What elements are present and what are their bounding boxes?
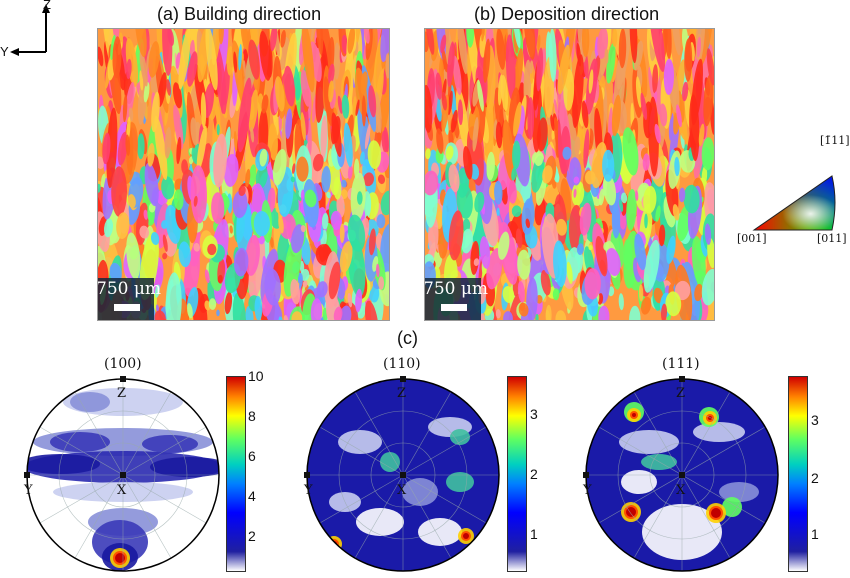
axis-triad — [10, 4, 50, 56]
colorbar-110 — [507, 376, 527, 572]
colorbar-tick: 3 — [530, 406, 538, 422]
pole-figure-100 — [24, 376, 220, 572]
panel-b-title: (b) Deposition direction — [474, 4, 660, 24]
panel-a-title: (a) Building direction — [157, 4, 322, 24]
scale-bar-label: 750 μm — [424, 279, 489, 299]
pf-label-y: Y — [24, 483, 33, 498]
colorbar-tick: 3 — [811, 412, 819, 428]
ebsd-map-deposition: 750 μm — [424, 28, 715, 321]
pole-figure-111 — [583, 376, 779, 572]
ipf-color-key — [752, 175, 836, 231]
pole-figure-111-title: (111) — [662, 356, 700, 372]
colorbar-tick: 2 — [811, 470, 819, 486]
scale-bar — [441, 304, 467, 311]
pf-label-z: Z — [117, 386, 127, 401]
pole-figure-100-title: (100) — [104, 356, 142, 372]
colorbar-tick: 10 — [248, 368, 264, 384]
ipf-label-011: [011] — [817, 232, 847, 245]
scale-bar — [114, 304, 140, 311]
colorbar-111 — [788, 376, 808, 572]
scale-bar-label: 750 μm — [97, 279, 162, 299]
axis-z-label: Z — [43, 0, 51, 12]
pf-label-x: X — [117, 483, 127, 498]
colorbar-tick: 2 — [248, 528, 256, 544]
pf-label-y: Y — [304, 483, 313, 498]
ebsd-map-building: 750 μm — [97, 28, 390, 321]
colorbar-100 — [226, 376, 246, 572]
colorbar-tick: 1 — [530, 526, 538, 542]
pf-label-x: X — [676, 483, 686, 498]
colorbar-tick: 1 — [811, 526, 819, 542]
pole-figure-110-title: (110) — [383, 356, 421, 372]
colorbar-tick: 4 — [248, 488, 256, 504]
panel-c-label: (c) — [397, 328, 418, 348]
colorbar-tick: 2 — [530, 466, 538, 482]
scale-bar-box: 750 μm — [98, 278, 161, 320]
scale-bar-box: 750 μm — [425, 278, 488, 320]
pf-label-z: Z — [676, 386, 686, 401]
pf-label-y: Y — [583, 483, 592, 498]
colorbar-tick: 8 — [248, 408, 256, 424]
ipf-label-001: [001] — [737, 232, 767, 245]
ipf-label-111: [1̄11] — [820, 134, 850, 147]
pf-label-x: X — [397, 483, 407, 498]
axis-y-label: Y — [0, 44, 9, 59]
pf-label-z: Z — [397, 386, 407, 401]
pole-figure-110 — [304, 376, 500, 572]
colorbar-tick: 6 — [248, 448, 256, 464]
